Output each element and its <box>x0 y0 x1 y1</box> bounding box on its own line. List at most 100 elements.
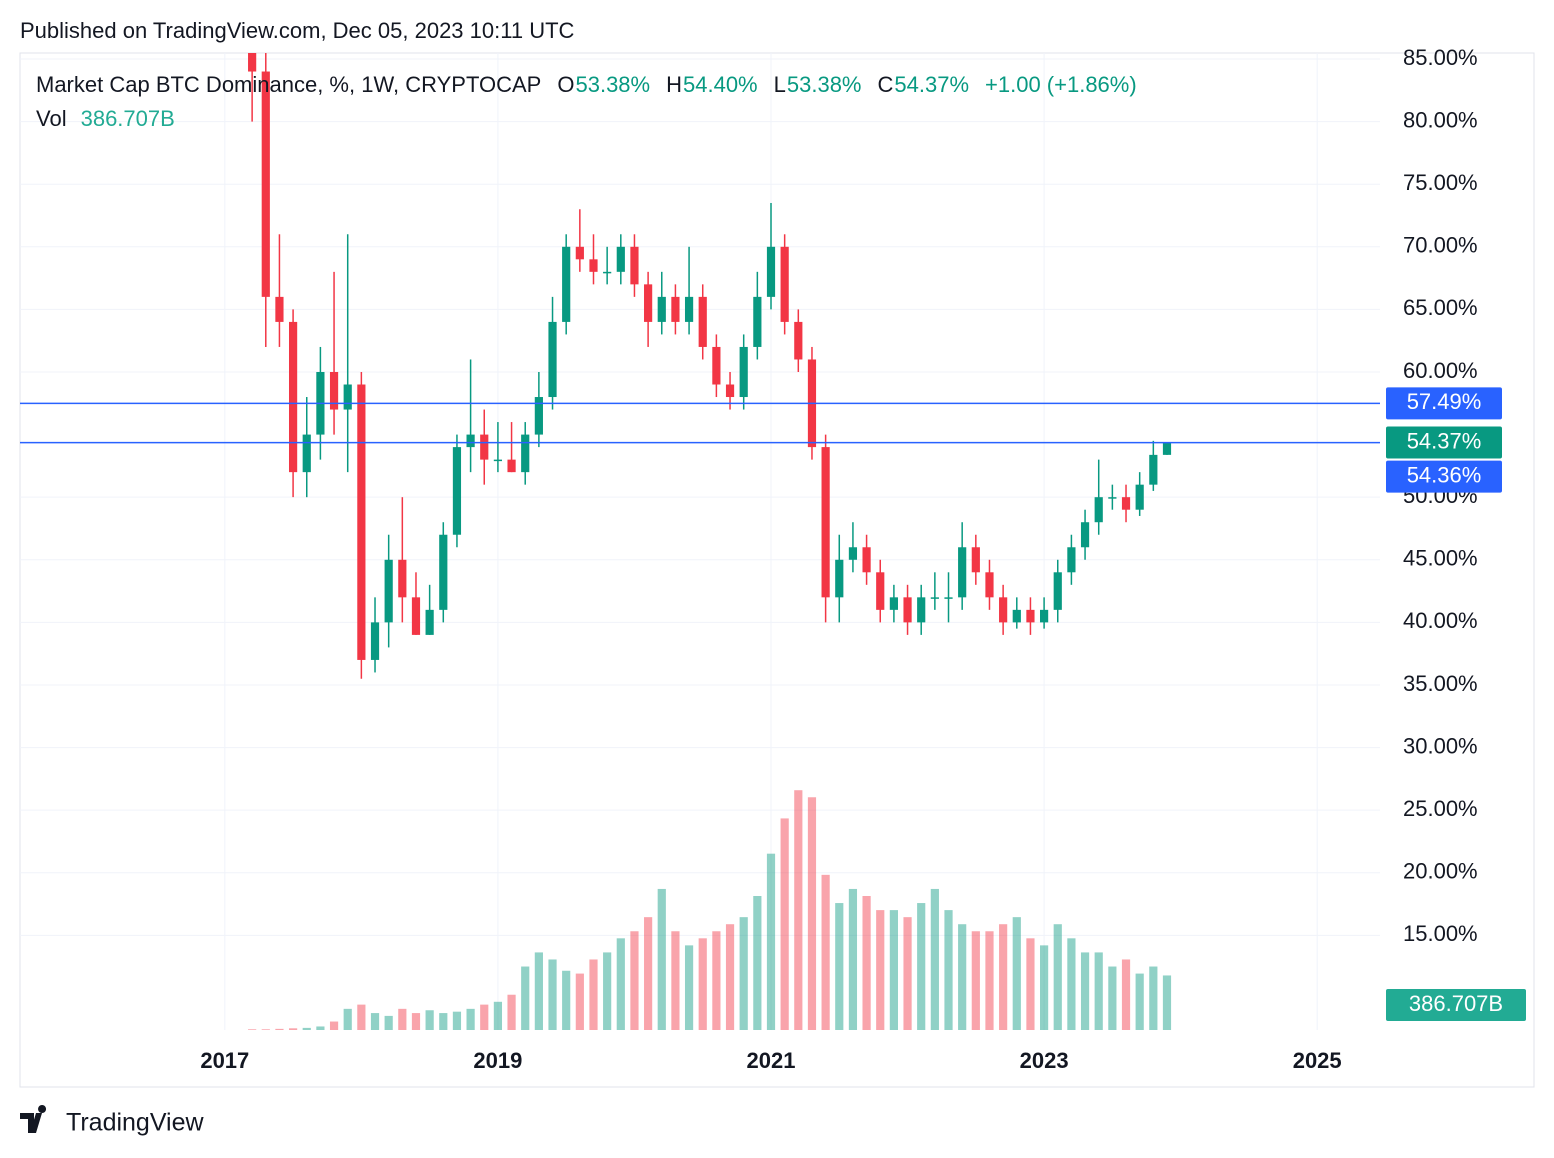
legend-key: C <box>878 72 894 97</box>
candle-body <box>343 384 352 410</box>
candle-body <box>1162 442 1172 455</box>
candle-body <box>288 321 298 473</box>
volume-bar <box>1135 973 1144 1030</box>
candle-body <box>248 53 257 72</box>
price-label-box <box>1386 460 1502 493</box>
volume-bar <box>862 896 871 1030</box>
candle-body <box>739 346 748 398</box>
candle-body <box>835 559 844 598</box>
legend-change: +1.00 (+1.86%) <box>985 72 1137 97</box>
volume-bar <box>712 931 721 1030</box>
volume-bar <box>521 966 530 1030</box>
y-tick-label: 30.00% <box>1403 733 1478 758</box>
candle-body <box>1094 497 1103 523</box>
candle-body <box>616 246 625 272</box>
candle-body <box>425 609 434 635</box>
candle-body <box>684 296 694 322</box>
candle-body <box>480 434 489 460</box>
candle-body <box>671 296 680 322</box>
candle-body <box>821 447 830 598</box>
volume-bar <box>903 917 912 1030</box>
volume-bar <box>480 1004 489 1030</box>
volume-bar <box>780 818 789 1030</box>
y-tick-label: 45.00% <box>1403 546 1478 571</box>
logo: TradingView <box>20 1105 205 1137</box>
volume-bar <box>398 1008 407 1030</box>
volume-bar <box>766 853 776 1030</box>
candle-body <box>534 397 543 435</box>
volume-bar <box>343 1008 352 1030</box>
legend-key: H <box>666 72 682 97</box>
legend-value: 54.37% <box>894 72 969 97</box>
volume-bar <box>548 959 557 1030</box>
volume-bar <box>384 1015 393 1030</box>
candle-body <box>507 459 516 473</box>
legend-value: 53.38% <box>575 72 650 97</box>
candle-body <box>630 246 639 285</box>
volume-bar <box>439 1013 448 1030</box>
candle-body <box>603 271 612 274</box>
legend-value: 53.38% <box>787 72 862 97</box>
volume-bar <box>507 994 516 1030</box>
volume-bar <box>848 888 858 1030</box>
x-tick-label: 2025 <box>1293 1048 1342 1073</box>
price-label: 57.49% <box>1407 389 1482 414</box>
candle-body <box>357 384 366 660</box>
series-title: Market Cap BTC Dominance, %, 1W, CRYPTOC… <box>36 72 541 97</box>
volume-bar <box>821 874 830 1030</box>
x-tick-label: 2017 <box>200 1048 249 1073</box>
volume-bar <box>958 924 967 1030</box>
candle-body <box>329 371 339 410</box>
volume-bar <box>1053 924 1062 1030</box>
candle-body <box>753 296 762 347</box>
y-tick-label: 65.00% <box>1403 295 1478 320</box>
candle-body <box>275 296 284 322</box>
volume-bar <box>944 910 953 1030</box>
candle-body <box>261 71 270 297</box>
volume-bar <box>1121 959 1131 1030</box>
y-tick-label: 75.00% <box>1403 170 1478 195</box>
candle-body <box>644 284 653 322</box>
volume-bar <box>684 945 694 1030</box>
y-tick-label: 15.00% <box>1403 921 1478 946</box>
candle-body <box>521 434 530 473</box>
volume-bar <box>1094 952 1103 1030</box>
candle-body <box>725 384 735 398</box>
candle-body <box>766 246 776 297</box>
volume-bar <box>985 931 994 1030</box>
candle-body <box>985 572 994 598</box>
candle-body <box>1053 572 1062 610</box>
volume-bar <box>794 790 803 1030</box>
candle-body <box>971 547 980 573</box>
volume-bar <box>671 931 680 1030</box>
candle-body <box>384 559 393 623</box>
volume-label: 386.707B <box>1409 991 1503 1016</box>
x-tick-label: 2021 <box>747 1048 796 1073</box>
volume-bar <box>534 952 543 1030</box>
frame <box>19 52 1535 1088</box>
volume-bar <box>248 1029 257 1030</box>
candle-body <box>903 597 912 623</box>
price-label-box <box>1386 426 1502 459</box>
volume-bar <box>1067 938 1076 1030</box>
candle-body <box>794 321 803 360</box>
y-tick-label: 85.00% <box>1403 45 1478 70</box>
candle-body <box>698 296 707 347</box>
candle-body <box>944 597 953 599</box>
volume-bar <box>1026 938 1035 1030</box>
volume-bar <box>807 797 817 1030</box>
volume-bar <box>493 1001 503 1030</box>
brand: TradingView <box>66 1109 205 1137</box>
volume-bar <box>835 903 844 1030</box>
candle-body <box>439 534 448 610</box>
volume-bar <box>275 1028 284 1030</box>
candle-body <box>657 296 666 322</box>
volume-bar <box>725 924 735 1030</box>
y-tick-label: 70.00% <box>1403 233 1478 258</box>
candle-body <box>548 321 557 398</box>
candle-body <box>575 246 584 260</box>
volume-bar <box>876 910 885 1030</box>
legend-value: 54.40% <box>683 72 758 97</box>
